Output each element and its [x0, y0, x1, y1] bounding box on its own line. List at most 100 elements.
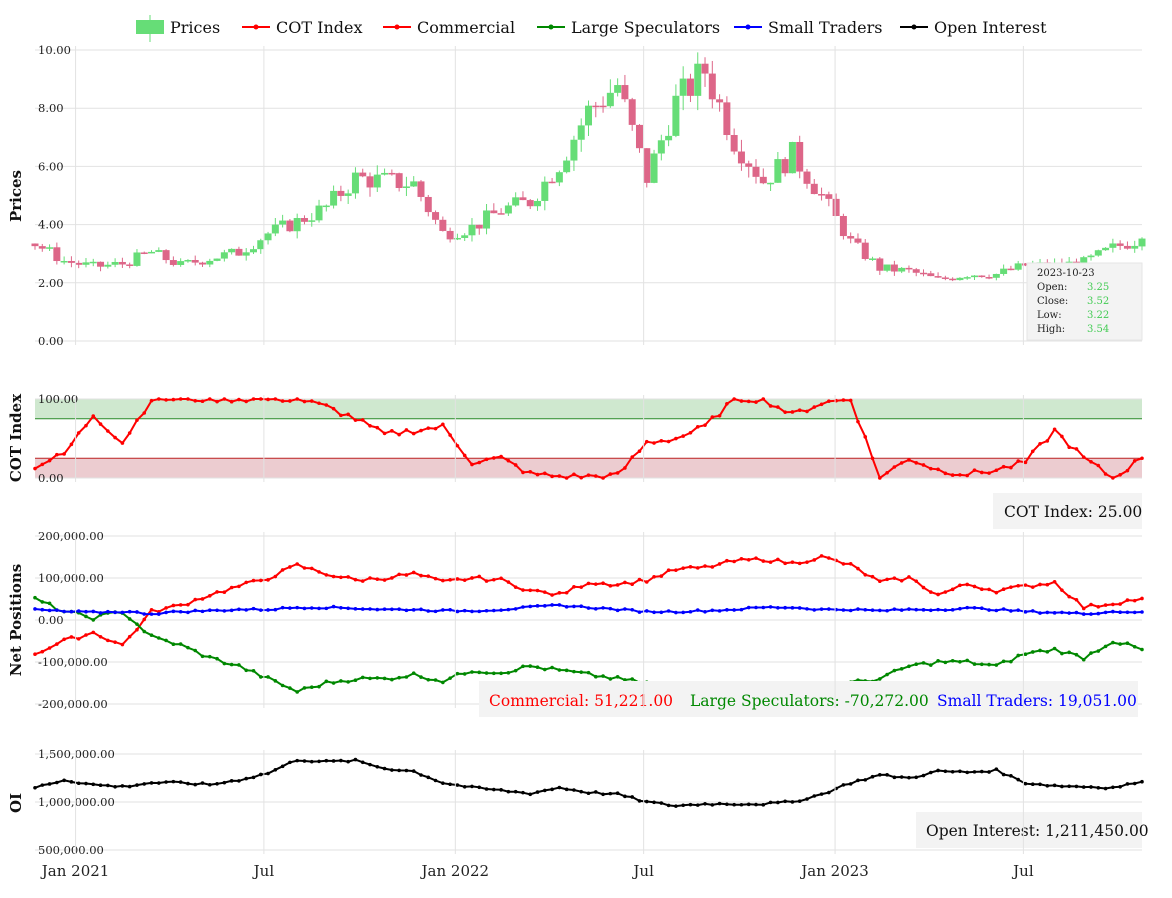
open-interest-point — [404, 768, 409, 773]
commercial-point — [200, 597, 205, 601]
cot-index-point — [360, 418, 365, 422]
candle — [992, 273, 1000, 281]
candle-body — [1007, 268, 1015, 271]
legend-marker — [253, 24, 259, 30]
candle — [934, 272, 942, 278]
small-traders-point — [178, 609, 183, 614]
open-interest-point — [987, 770, 991, 774]
open-interest-point — [586, 791, 591, 796]
open-interest-point — [564, 787, 569, 792]
open-interest-series — [33, 757, 1144, 808]
cot-index-point — [761, 397, 766, 401]
open-interest-point — [251, 775, 256, 780]
large-speculators-point — [91, 618, 96, 622]
commercial-point — [987, 587, 991, 592]
candle-body — [759, 176, 767, 184]
candle — [60, 256, 68, 265]
commercial-readout: Commercial: 51,221.00 — [489, 692, 673, 710]
commercial-point — [1038, 582, 1042, 587]
commercial-point — [688, 565, 693, 569]
small-traders-point — [1045, 610, 1050, 615]
large-speculators-point — [928, 663, 933, 667]
candle — [708, 60, 716, 109]
small-traders-point — [1001, 607, 1006, 611]
candle — [599, 96, 607, 113]
commercial-point — [360, 579, 365, 583]
open-interest-point — [1140, 779, 1144, 784]
commercial-point — [550, 593, 554, 597]
cot-index-point — [1074, 447, 1079, 451]
small-traders-point — [593, 607, 598, 611]
small-traders-point — [535, 604, 540, 608]
candle-body — [213, 258, 221, 261]
open-interest-point — [288, 760, 292, 765]
open-interest-point — [790, 800, 795, 804]
large-speculators-point — [426, 677, 431, 682]
small-traders-point — [652, 610, 656, 615]
candle-body — [585, 105, 592, 126]
commercial-point — [33, 652, 37, 657]
candle — [788, 141, 796, 174]
cot-index-point — [1016, 459, 1020, 463]
small-traders-point — [776, 606, 780, 610]
small-traders-point — [761, 605, 766, 610]
large-speculators-point — [149, 633, 154, 638]
commercial-point — [433, 576, 438, 581]
cot-index-point — [47, 458, 52, 463]
cot-index-point — [746, 399, 751, 404]
candle — [1094, 249, 1102, 257]
candle-body — [526, 200, 534, 207]
tooltip-open-value: 3.25 — [1087, 282, 1109, 293]
small-traders-point — [1089, 612, 1093, 616]
candle — [832, 193, 840, 217]
open-interest-point — [353, 757, 358, 762]
large-speculators-point — [543, 667, 547, 672]
cot-index-point — [710, 415, 715, 419]
large-speculators-point — [1038, 648, 1042, 653]
candle-body — [818, 194, 826, 196]
large-speculators-point — [178, 642, 183, 646]
y-tick-label: 2.00 — [38, 276, 64, 290]
small-traders-point — [455, 609, 460, 614]
large-speculators-point — [608, 677, 613, 681]
commercial-point — [142, 617, 147, 622]
small-traders-point — [608, 606, 613, 611]
commercial-point — [732, 559, 736, 564]
open-interest-point — [1038, 782, 1042, 787]
candle — [963, 275, 971, 280]
open-interest-point — [943, 769, 948, 774]
cot-index-point — [280, 399, 285, 403]
candle — [155, 247, 163, 253]
candle-body — [220, 252, 228, 259]
cot-index-point — [870, 456, 875, 461]
y-tick-label: -200,000.00 — [38, 697, 108, 711]
candle-body — [388, 172, 396, 175]
commercial-point — [681, 566, 685, 570]
open-interest-point — [462, 785, 467, 789]
x-axis-ticks: Jan 2021 Jul Jan 2022 Jul Jan 2023 Jul — [40, 862, 1034, 880]
commercial-point — [827, 556, 831, 560]
small-traders-point — [120, 610, 125, 615]
open-interest-point — [1045, 784, 1050, 788]
large-speculators-point — [360, 675, 365, 680]
cot-index-point — [827, 399, 831, 404]
candle-body — [839, 215, 847, 237]
y-tick-label: -100,000.00 — [38, 655, 108, 669]
candle-body — [31, 243, 39, 247]
cot-index-point — [557, 474, 562, 478]
candle — [410, 176, 418, 187]
tooltip-bg — [1026, 262, 1143, 341]
cot-index-point — [397, 432, 401, 437]
small-traders-point — [965, 605, 970, 610]
small-traders-point — [543, 604, 547, 608]
large-speculators-point — [994, 663, 999, 667]
large-speculators-point — [127, 617, 132, 621]
candle — [75, 260, 83, 269]
candle-body — [737, 151, 745, 164]
cot-index-point — [411, 431, 416, 436]
commercial-point — [331, 574, 336, 579]
candle-body — [293, 218, 301, 232]
candle-body — [949, 278, 957, 281]
commercial-point — [84, 633, 88, 637]
candle — [585, 100, 592, 137]
